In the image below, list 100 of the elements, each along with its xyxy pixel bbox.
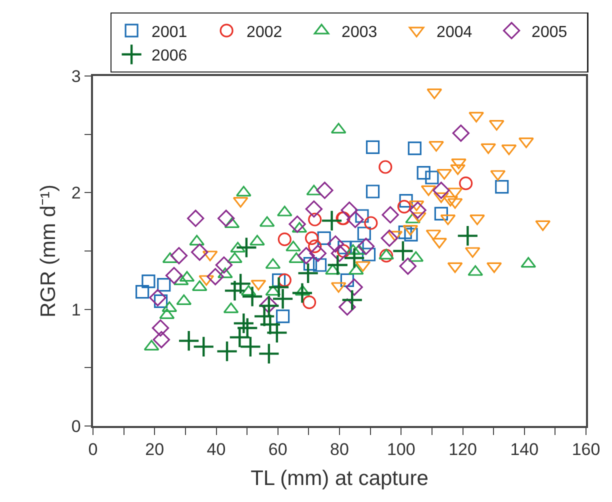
point bbox=[362, 248, 376, 262]
point bbox=[272, 288, 294, 310]
point bbox=[272, 273, 286, 287]
y-tick-label: 3 bbox=[71, 66, 81, 86]
point bbox=[326, 254, 349, 276]
point bbox=[298, 247, 315, 264]
point bbox=[309, 244, 327, 262]
x-tick-label: 100 bbox=[386, 440, 416, 460]
point bbox=[357, 238, 375, 255]
x-tick-label: 140 bbox=[510, 440, 539, 460]
y-axis-title: RGR (mm d⁻¹) bbox=[37, 184, 60, 318]
x-tick-label: 60 bbox=[268, 440, 288, 460]
point bbox=[434, 206, 448, 220]
point bbox=[302, 296, 316, 310]
legend-label: 2005 bbox=[532, 24, 568, 41]
point bbox=[341, 289, 364, 311]
x-tick-label: 80 bbox=[330, 440, 349, 460]
point bbox=[191, 244, 208, 261]
point bbox=[338, 298, 356, 316]
point bbox=[366, 184, 380, 198]
point bbox=[330, 244, 348, 262]
point bbox=[268, 276, 290, 298]
point bbox=[149, 289, 166, 306]
y-tick-label: 2 bbox=[71, 184, 81, 203]
point bbox=[305, 200, 323, 218]
point bbox=[452, 124, 470, 142]
point bbox=[425, 170, 439, 184]
point bbox=[399, 194, 413, 208]
point bbox=[436, 169, 452, 180]
x-axis-title: TL (mm) at capture bbox=[250, 466, 428, 490]
point bbox=[136, 285, 150, 299]
point bbox=[317, 231, 331, 245]
legend-label: 2002 bbox=[246, 24, 282, 41]
x-tick-label: 20 bbox=[145, 440, 164, 460]
point bbox=[459, 176, 473, 190]
point bbox=[456, 224, 479, 247]
point bbox=[416, 166, 430, 180]
point bbox=[304, 231, 319, 245]
point bbox=[253, 305, 276, 328]
point bbox=[364, 216, 378, 230]
point bbox=[470, 214, 485, 226]
x-tick-label: 120 bbox=[448, 440, 477, 460]
point bbox=[392, 240, 414, 262]
point bbox=[236, 236, 258, 258]
point bbox=[216, 340, 238, 362]
point bbox=[308, 212, 322, 226]
x-tick-label: 160 bbox=[572, 440, 600, 460]
y-tick-label: 0 bbox=[71, 416, 81, 436]
point bbox=[380, 230, 398, 247]
point bbox=[346, 278, 363, 296]
point bbox=[276, 310, 290, 324]
point bbox=[399, 258, 416, 275]
legend-label: 2001 bbox=[152, 24, 188, 41]
point bbox=[232, 312, 255, 334]
point bbox=[340, 273, 354, 287]
point bbox=[316, 182, 334, 199]
point bbox=[343, 247, 366, 269]
point bbox=[432, 182, 450, 199]
point bbox=[157, 278, 171, 292]
point bbox=[495, 180, 509, 194]
point bbox=[152, 331, 170, 348]
point bbox=[192, 336, 215, 358]
point bbox=[398, 226, 412, 240]
point bbox=[346, 210, 364, 228]
point bbox=[382, 206, 399, 224]
point bbox=[258, 342, 280, 365]
point bbox=[312, 258, 327, 272]
point bbox=[142, 274, 156, 288]
point bbox=[170, 247, 188, 264]
point bbox=[380, 248, 394, 262]
point bbox=[357, 226, 371, 240]
point bbox=[297, 262, 319, 284]
point bbox=[404, 228, 418, 242]
y-tick-label: 1 bbox=[71, 300, 81, 320]
point bbox=[178, 330, 200, 352]
point bbox=[218, 210, 235, 227]
point bbox=[278, 273, 292, 287]
point bbox=[366, 140, 380, 154]
x-tick-label: 40 bbox=[206, 440, 226, 460]
point bbox=[258, 294, 280, 317]
point bbox=[288, 216, 306, 233]
legend-label: 2004 bbox=[436, 24, 472, 41]
point bbox=[340, 202, 358, 219]
point bbox=[320, 210, 343, 232]
point bbox=[278, 232, 292, 246]
point bbox=[378, 160, 392, 174]
point bbox=[224, 280, 246, 302]
point bbox=[397, 200, 412, 214]
point bbox=[409, 202, 426, 219]
point bbox=[152, 319, 170, 337]
legend-label: 2003 bbox=[342, 24, 378, 41]
legend-label: 2006 bbox=[152, 48, 188, 65]
point bbox=[428, 141, 444, 152]
point bbox=[408, 142, 422, 156]
x-tick-label: 0 bbox=[88, 440, 98, 460]
point bbox=[451, 158, 466, 170]
point bbox=[165, 266, 183, 284]
point bbox=[187, 210, 204, 227]
point bbox=[291, 282, 314, 304]
point bbox=[260, 296, 278, 314]
